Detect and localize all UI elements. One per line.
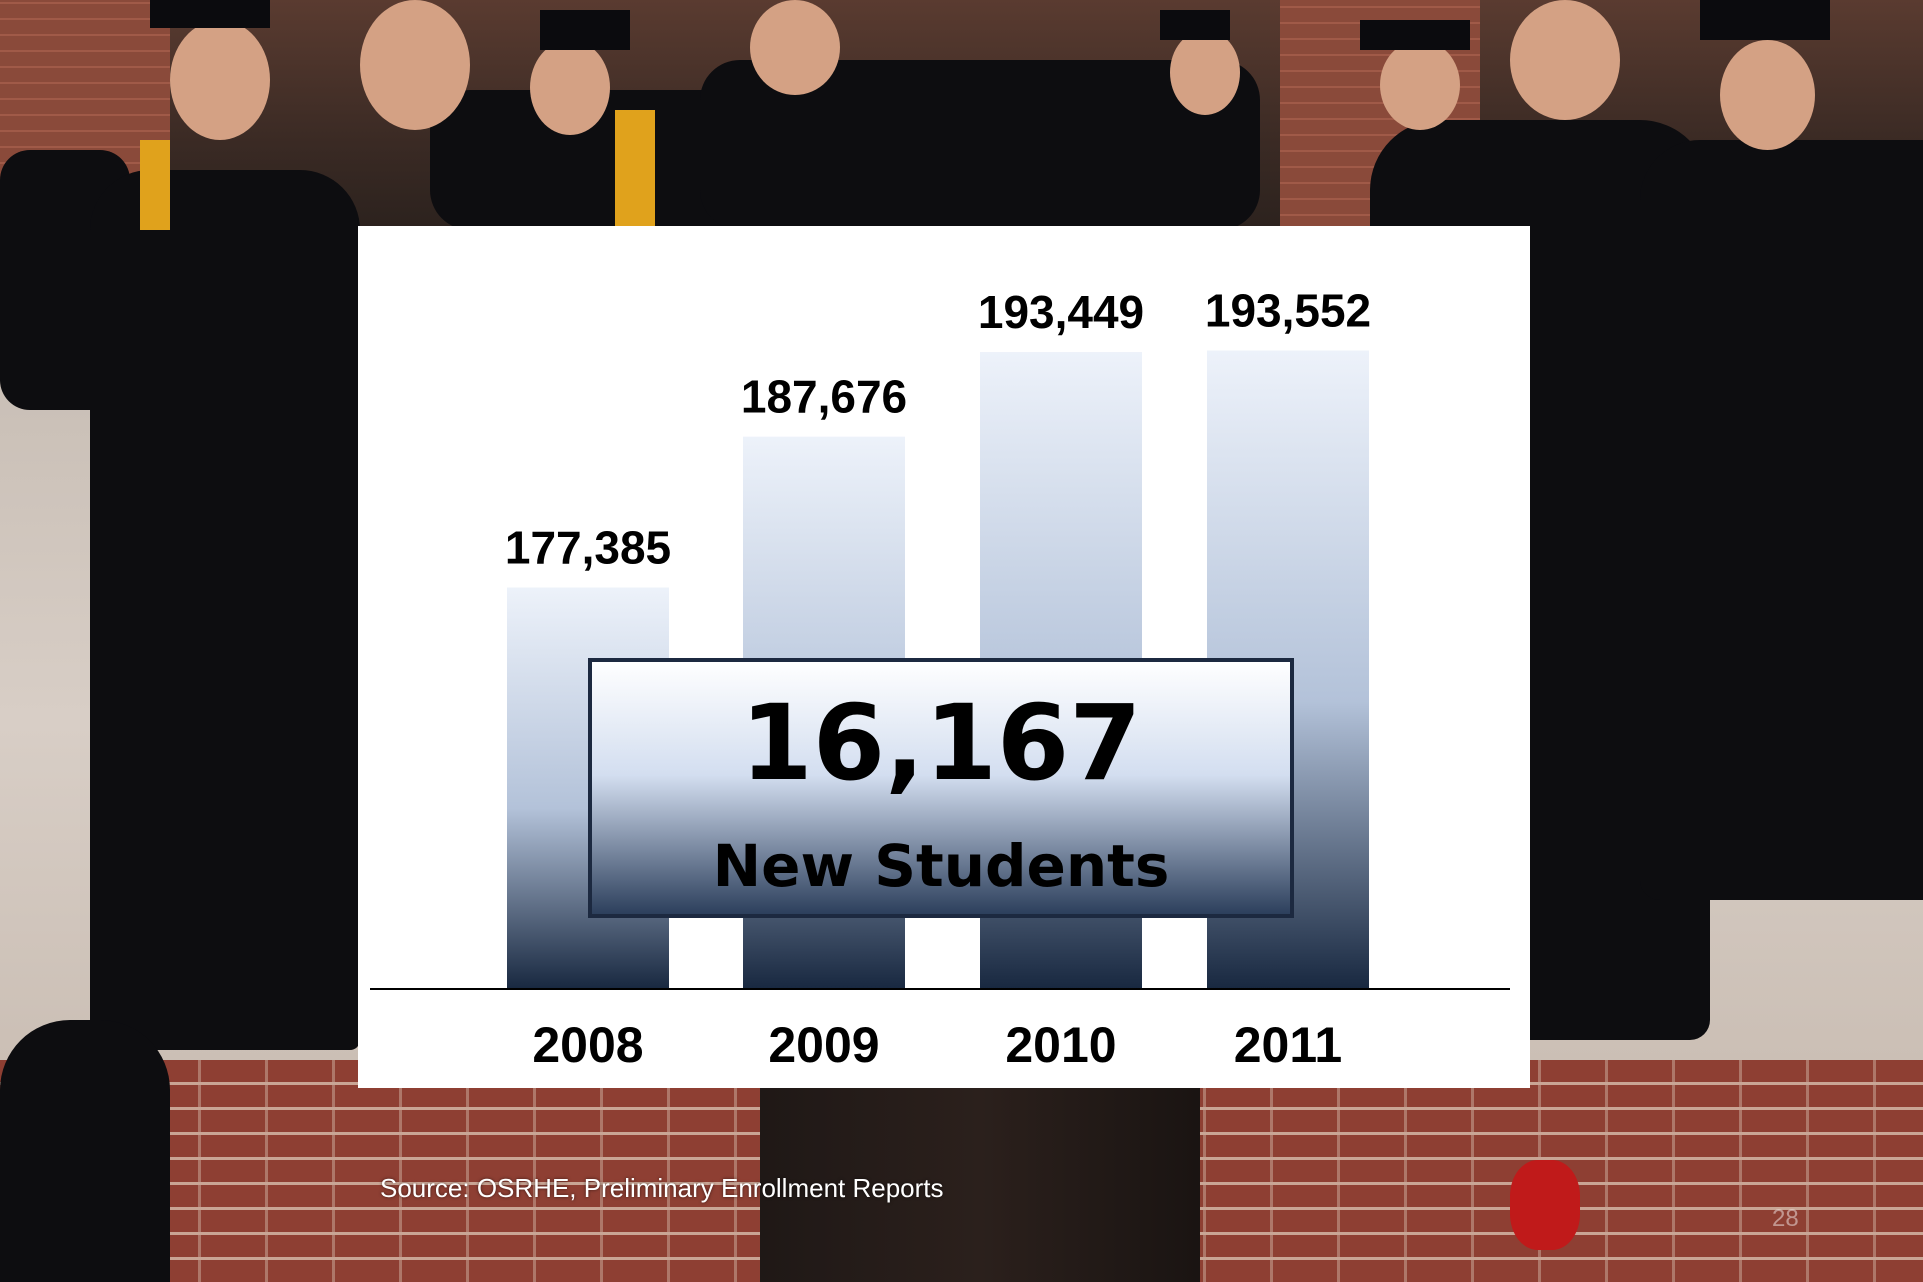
x-tick-label-2011: 2011 — [1234, 1017, 1342, 1073]
callout-label: New Students — [713, 832, 1170, 900]
value-label-2011: 193,552 — [1205, 285, 1371, 337]
page-number: 28 — [1772, 1205, 1799, 1232]
value-label-2009: 187,676 — [741, 371, 907, 423]
value-label-2010: 193,449 — [978, 286, 1144, 338]
callout-box: 16,167 New Students — [588, 658, 1294, 918]
callout-value: 16,167 — [740, 682, 1141, 804]
value-label-2008: 177,385 — [505, 522, 671, 574]
bar-chart: 177,385 187,676 193,449 193,552 16,167 New … — [370, 285, 1510, 1073]
x-tick-label-2009: 2009 — [768, 1017, 879, 1073]
x-tick-label-2010: 2010 — [1005, 1017, 1116, 1073]
callout-background — [588, 658, 1294, 918]
source-note: Source: OSRHE, Preliminary Enrollment Re… — [380, 1173, 944, 1203]
chart-panel: 177,385 187,676 193,449 193,552 16,167 New … — [358, 226, 1530, 1088]
x-tick-label-2008: 2008 — [532, 1017, 643, 1073]
